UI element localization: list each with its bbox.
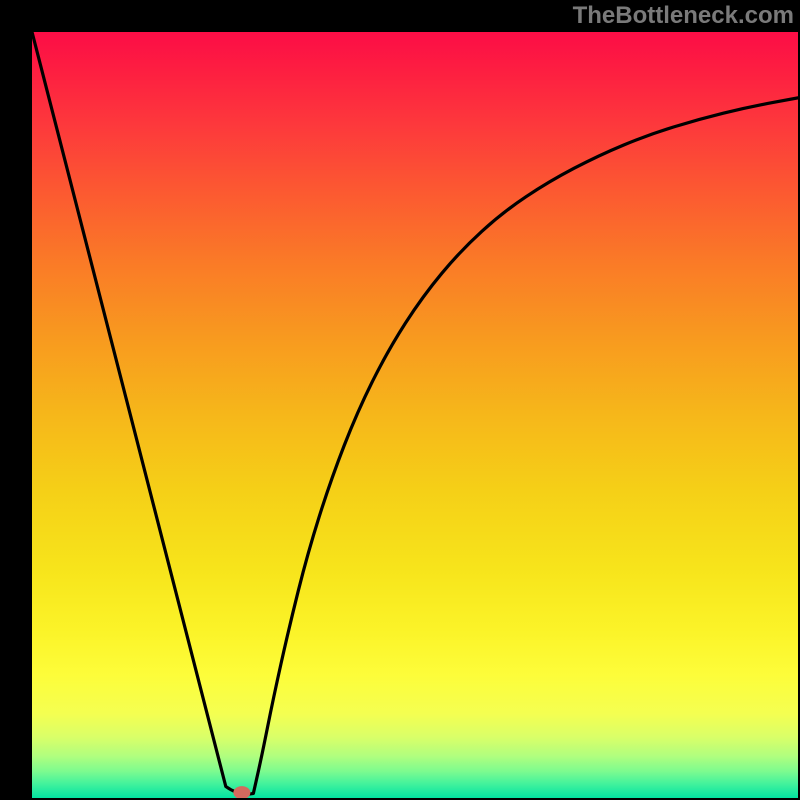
plot-svg: [32, 32, 798, 798]
minimum-marker: [233, 786, 250, 798]
bottleneck-curve: [32, 32, 798, 794]
watermark-text: TheBottleneck.com: [573, 2, 794, 30]
plot-area: [32, 32, 798, 798]
chart-canvas: TheBottleneck.com: [0, 0, 800, 800]
